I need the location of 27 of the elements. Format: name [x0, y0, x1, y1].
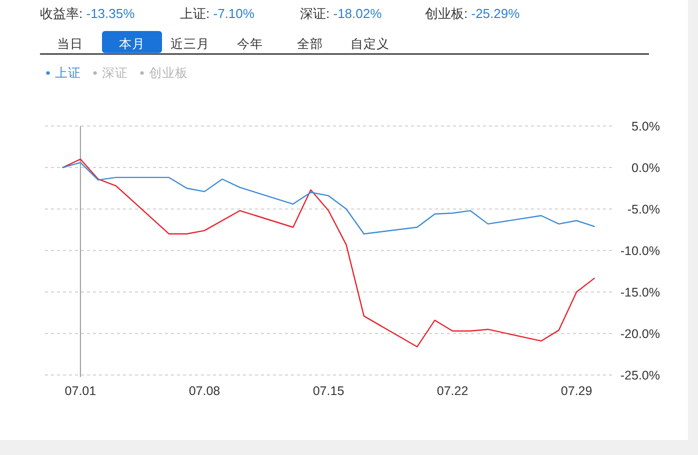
text: 当日	[57, 37, 83, 51]
text: 全部	[297, 37, 323, 51]
text: 自定义	[350, 37, 390, 51]
text: 本月	[119, 37, 145, 51]
text: 深证: -18.02%	[300, 6, 382, 21]
legend-label: 创业板	[149, 66, 188, 80]
y-tick-label: -20.0%	[620, 327, 660, 341]
x-tick-label: 07.29	[560, 384, 592, 398]
text: 创业板: -25.29%	[425, 6, 520, 21]
x-tick-label: 07.22	[436, 384, 468, 398]
line-series	[62, 158, 595, 348]
y-tick-label: 5.0%	[632, 120, 660, 134]
text: 近三月	[170, 37, 210, 51]
y-tick-label: -25.0%	[620, 368, 660, 382]
x-tick-label: 07.01	[64, 384, 96, 398]
line-series	[62, 162, 595, 234]
legend-label: 上证	[55, 66, 81, 80]
text: 今年	[237, 37, 263, 51]
x-tick-label: 07.15	[312, 384, 344, 398]
y-tick-label: -10.0%	[620, 244, 660, 258]
y-tick-label: 0.0%	[632, 161, 660, 175]
x-tick-label: 07.08	[188, 384, 220, 398]
y-tick-label: -15.0%	[620, 286, 660, 300]
y-tick-label: -5.0%	[627, 202, 660, 216]
text: 收益率: -13.35%	[40, 6, 136, 21]
legend-label: 深证	[102, 66, 128, 80]
text: 上证: -7.10%	[180, 6, 255, 21]
